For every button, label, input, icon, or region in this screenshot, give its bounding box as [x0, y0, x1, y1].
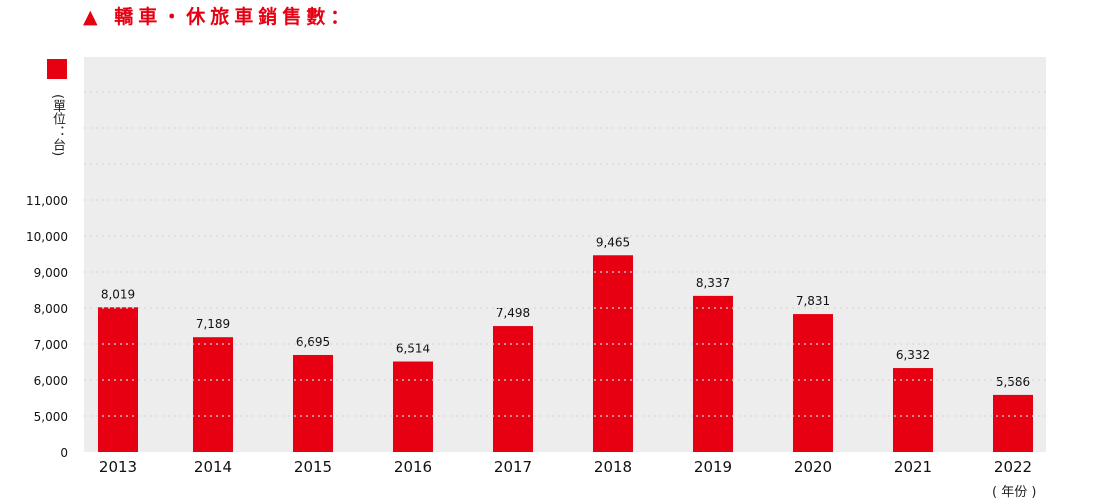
data-label: 6,514: [396, 341, 430, 355]
data-label: 7,189: [196, 317, 230, 331]
y-tick-label: 6,000: [34, 374, 68, 388]
x-tick-label: 2013: [99, 458, 137, 476]
y-axis-unit-label: (單位：台): [50, 94, 65, 157]
data-label: 7,498: [496, 306, 530, 320]
x-tick-label: 2022: [994, 458, 1032, 476]
x-tick-label: 2017: [494, 458, 532, 476]
x-tick-label: 2020: [794, 458, 832, 476]
y-tick-label: 9,000: [34, 266, 68, 280]
bar-2013: [98, 307, 138, 452]
data-label: 8,337: [696, 276, 730, 290]
data-label: 6,695: [296, 335, 330, 349]
bar-2017: [493, 326, 533, 452]
bar-2021: [893, 368, 933, 452]
x-tick-label: 2021: [894, 458, 932, 476]
data-label: 6,332: [896, 348, 930, 362]
bar-2014: [193, 337, 233, 452]
y-tick-label: 11,000: [26, 194, 68, 208]
chart-title: ▲ 轎車・休旅車銷售數：: [83, 6, 355, 28]
data-label: 9,465: [596, 235, 630, 249]
x-tick-label: 2016: [394, 458, 432, 476]
bar-2020: [793, 314, 833, 452]
y-tick-label: 10,000: [26, 230, 68, 244]
data-label: 7,831: [796, 294, 830, 308]
legend-swatch: [47, 59, 67, 79]
bar-2015: [293, 354, 333, 452]
bar-2019: [693, 295, 733, 452]
x-tick-label: 2014: [194, 458, 232, 476]
y-tick-label: 0: [60, 446, 68, 460]
bar-2016: [393, 361, 433, 452]
plot-area: [84, 57, 1046, 452]
x-tick-label: 2015: [294, 458, 332, 476]
data-label: 5,586: [996, 375, 1030, 389]
y-tick-label: 5,000: [34, 410, 68, 424]
x-tick-label: 2018: [594, 458, 632, 476]
bar-2022: [993, 394, 1033, 452]
x-tick-label: 2019: [694, 458, 732, 476]
y-tick-label: 7,000: [34, 338, 68, 352]
y-tick-label: 8,000: [34, 302, 68, 316]
data-label: 8,019: [101, 287, 135, 301]
x-axis-label: ( 年份 ): [992, 485, 1037, 500]
bar-2018: [593, 255, 633, 452]
